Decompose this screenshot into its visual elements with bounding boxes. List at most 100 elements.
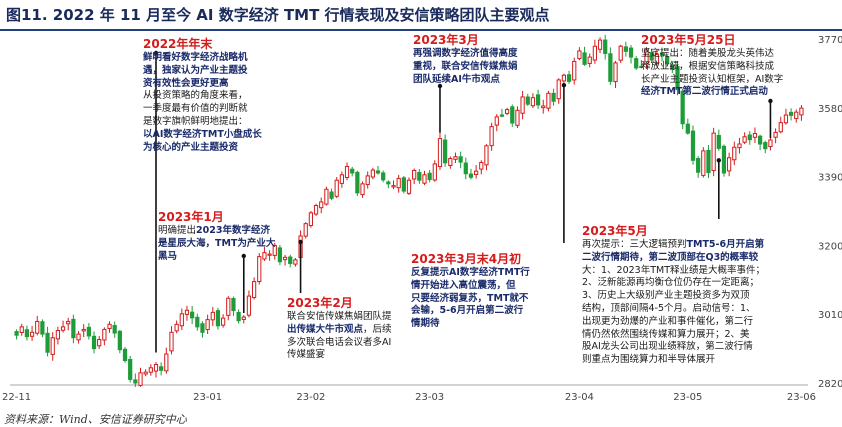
candle-body — [670, 65, 675, 70]
candle-body — [453, 156, 458, 160]
candle-body — [153, 364, 159, 372]
candle-body — [169, 331, 174, 352]
y-tick-label: 2820 — [818, 379, 842, 390]
candle-body — [541, 105, 546, 109]
annotation-line: 情开始进入高位震荡，但 — [411, 279, 516, 291]
candle-body — [375, 170, 381, 174]
annotation-line: ，后续 — [363, 323, 392, 335]
candle-body — [360, 183, 365, 196]
candle-body — [107, 323, 112, 329]
annotation-line: 鲜明看好数字经济战略机 — [143, 52, 248, 63]
candle-body — [628, 47, 634, 58]
candle-body — [117, 330, 122, 351]
candle-body — [195, 316, 200, 328]
candle-body — [742, 136, 747, 143]
candle-body — [659, 52, 665, 56]
annotation-date: 2023年5月 — [582, 224, 648, 238]
candle-body — [587, 56, 592, 64]
x-tick-label: 23-02 — [296, 392, 325, 403]
annotation-line: 2、泛新能源再均衡仓位仍存在一定距离； — [582, 277, 760, 289]
candle-body — [566, 74, 572, 82]
annotation-marker-dot — [153, 50, 159, 56]
annotation-line: 多次联合电话会议者多AI — [287, 336, 392, 348]
candle-body — [133, 379, 138, 384]
annotation-line: 团队延续AI牛市观点 — [413, 73, 500, 85]
candle-body — [246, 295, 252, 316]
candle-body — [210, 311, 215, 321]
candle-body — [561, 74, 567, 82]
candle-body — [535, 94, 541, 106]
candle-body — [391, 185, 396, 188]
candle-body — [412, 169, 417, 180]
candle-body — [128, 359, 133, 380]
candle-body — [215, 310, 221, 327]
x-tick-label: 23-01 — [193, 392, 222, 403]
y-tick-label: 3580 — [818, 104, 842, 115]
candle-body — [680, 90, 685, 125]
x-tick-label: 23-06 — [787, 392, 816, 403]
candle-body — [14, 331, 19, 336]
annotation-line: 为核心的产业主题投资 — [143, 141, 239, 153]
candle-body — [752, 133, 758, 138]
annotation-2023-mar: 2023年3月 再强调数字经济值得高度 重视，联合安信传媒焦娟 团队延续AI牛市… — [413, 33, 518, 86]
annotation-2023-feb: 2023年2月 联合安信传媒焦娟团队提 出传媒大牛市观点，后续 多次联合电话会议… — [287, 296, 392, 362]
candle-body — [732, 146, 737, 161]
candle-body — [406, 179, 412, 194]
candle-body — [267, 253, 272, 256]
candle-body — [747, 134, 752, 141]
annotation-line: 二波行情期待，第二波顶部在Q3的概率较 — [582, 251, 759, 263]
annotation-line: 经济TMT第二波行情正式启动 — [641, 86, 768, 98]
candle-body — [432, 163, 437, 181]
y-tick-label: 3010 — [818, 310, 842, 321]
candle-body — [282, 256, 288, 261]
candle-body — [696, 158, 701, 173]
candle-body — [55, 329, 61, 340]
candle-body — [60, 326, 66, 331]
candle-body — [303, 223, 308, 237]
candle-body — [329, 191, 334, 199]
annotation-line: 大：1、2023年TMT释业绩是大概率事件； — [582, 264, 766, 276]
candle-body — [572, 60, 577, 81]
candle-body — [417, 172, 422, 181]
candle-body — [608, 53, 613, 82]
title-rule — [0, 29, 842, 31]
chart-title: 图11. 2022 年 11 月至今 AI 数字经济 TMT 行情表现及安信策略… — [6, 6, 550, 24]
candle-body — [788, 111, 794, 116]
candle-body — [463, 162, 468, 175]
annotation-date: 2023年1月 — [158, 210, 224, 224]
candle-body — [86, 326, 91, 337]
candle-body — [618, 45, 623, 61]
candle-body — [164, 353, 169, 372]
candle-body — [504, 109, 510, 114]
candle-body — [365, 175, 370, 186]
candle-body — [288, 256, 293, 265]
annotation-2023-mar-apr: 2023年3月末4月初 反复提示AI数字经济TMT行 情开始进入高位震荡，但 只… — [411, 252, 530, 331]
annotation-marker-dot — [298, 239, 303, 245]
candle-body — [143, 371, 148, 375]
annotation-date: 2023年5月25日 — [641, 33, 736, 47]
candle-body — [773, 131, 778, 138]
annotation-2022-year-end: 2022年年末 鲜明看好数字经济战略机 遇，独家认为产业主题投 资有效性会更好更… — [143, 37, 262, 154]
candle-body — [468, 173, 474, 178]
candle-body — [603, 39, 608, 54]
annotation-line: 再次提示：三大逻辑预判 — [582, 239, 687, 250]
candle-body — [768, 139, 773, 148]
annotation-marker-dot — [241, 253, 246, 259]
candle-body — [665, 56, 670, 65]
x-tick-label: 23-04 — [565, 392, 594, 403]
candle-body — [799, 107, 804, 116]
candle-body — [262, 252, 267, 260]
candle-body — [319, 201, 324, 209]
annotation-line: 股AI龙头公司出现业绩释放，第二波行情 — [582, 341, 753, 353]
candle-body — [427, 172, 432, 180]
candle-body — [226, 297, 231, 316]
candle-body — [386, 181, 391, 185]
candle-body — [251, 281, 257, 299]
annotation-line: 只要经济弱复苏，TMT就不 — [411, 292, 529, 304]
annotation-line: 出传媒大牛市观点 — [287, 323, 364, 335]
candle-body — [40, 321, 45, 335]
annotation-line: 释放业绩，根据安信策略科技成 — [641, 60, 775, 72]
candle-body — [716, 134, 721, 149]
annotation-marker-dot — [437, 83, 443, 89]
x-tick-label: 23-05 — [673, 392, 702, 403]
